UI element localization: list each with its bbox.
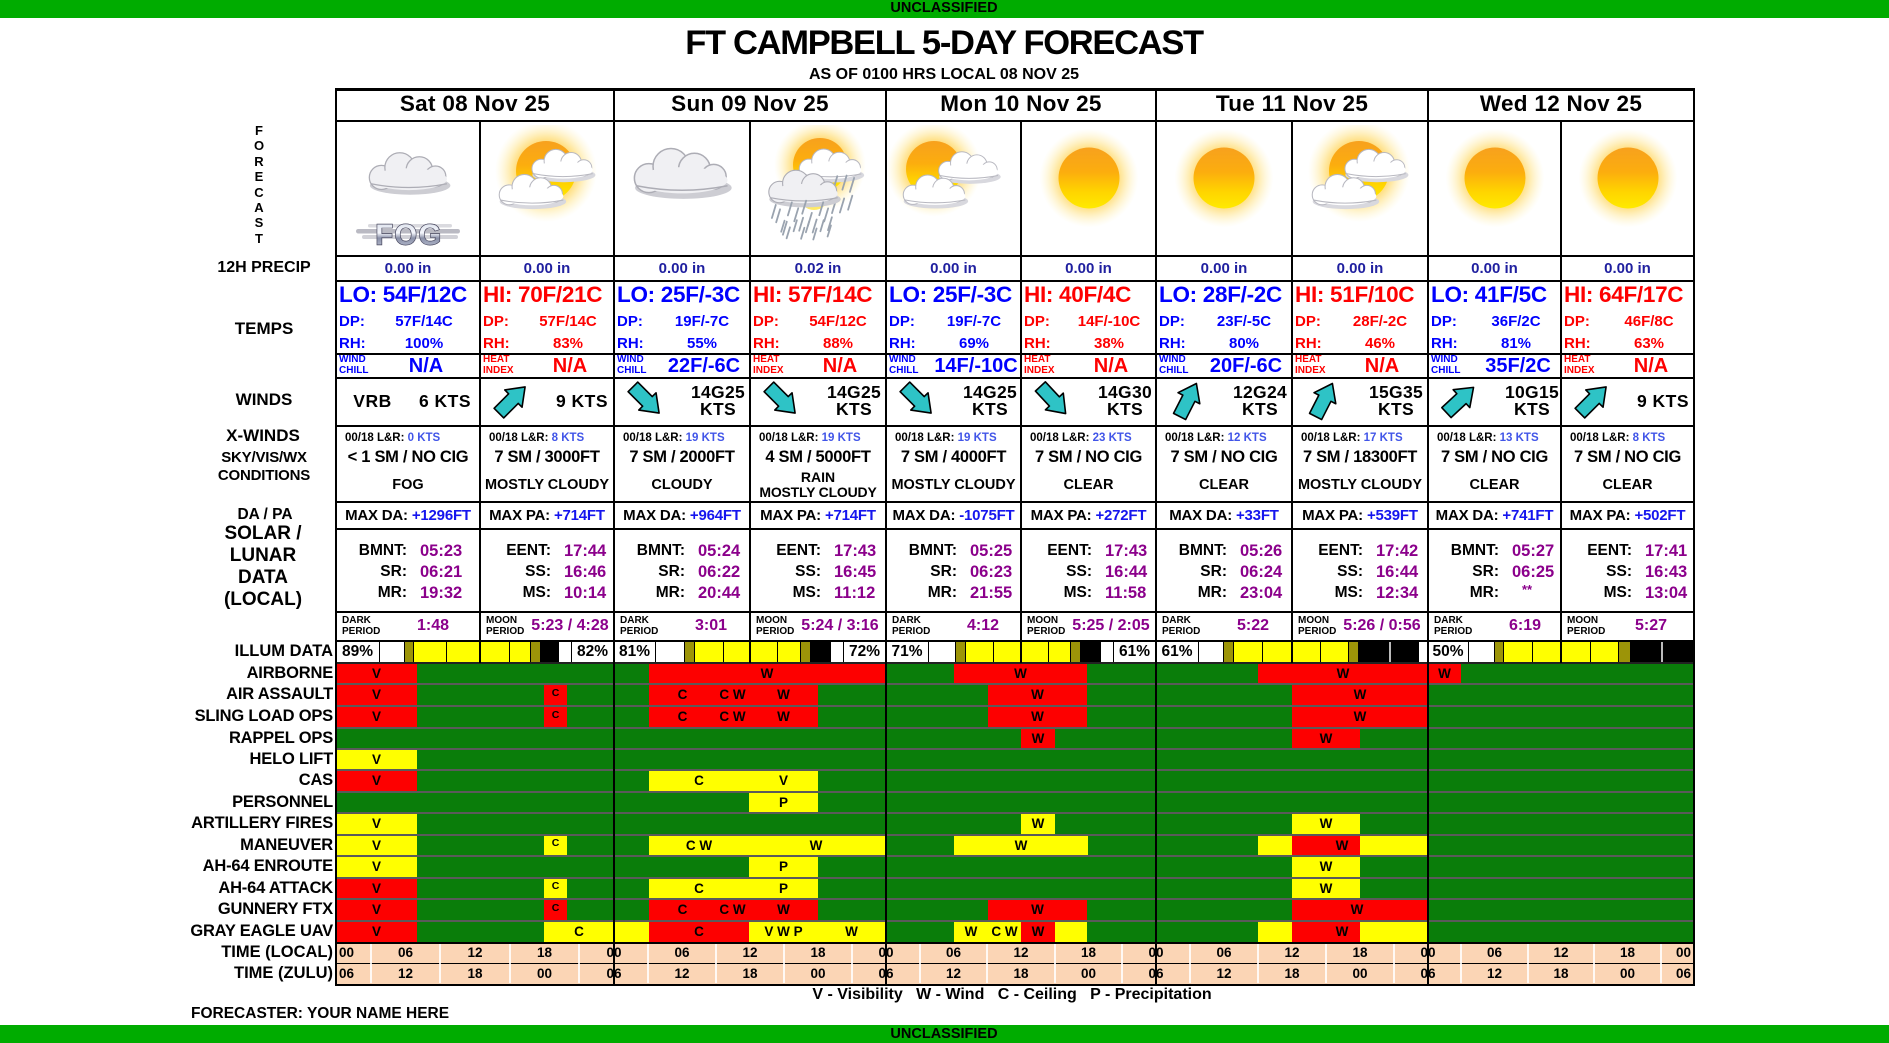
svg-text:FOG: FOG bbox=[375, 220, 442, 252]
